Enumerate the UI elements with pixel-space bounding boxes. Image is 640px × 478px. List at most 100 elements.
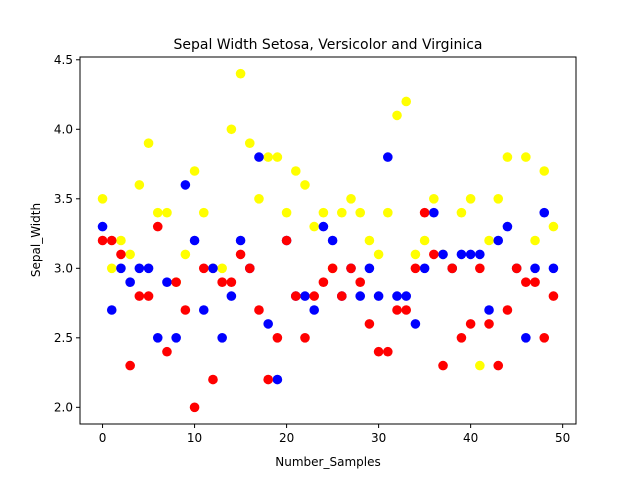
data-point-series-3-30 [373,346,384,357]
x-tick-label-5: 50 [555,431,570,445]
data-point-series-2-15 [235,235,246,246]
data-point-series-1-30 [373,249,384,260]
data-point-series-1-26 [337,207,347,218]
data-point-series-3-15 [235,249,246,260]
data-point-series-1-28 [355,207,366,218]
data-point-series-1-36 [429,194,439,204]
data-point-series-1-6 [152,207,163,218]
data-point-series-3-26 [337,291,347,301]
data-point-series-1-0 [97,194,108,204]
data-point-series-1-27 [346,194,356,204]
y-tick-label-3: 3.5 [54,192,73,206]
data-point-series-3-31 [383,346,393,357]
data-point-series-1-11 [198,207,209,218]
data-point-series-3-38 [447,263,458,274]
data-point-series-3-20 [281,235,292,246]
data-point-series-3-14 [226,277,237,288]
data-point-series-3-22 [300,333,310,343]
data-point-series-2-18 [263,319,273,329]
data-point-series-3-36 [429,249,439,260]
data-point-series-3-19 [272,333,283,343]
data-point-series-3-7 [162,346,172,357]
data-point-series-2-39 [456,249,467,260]
data-point-series-2-34 [410,319,421,329]
y-axis: 2.0 2.5 3.0 3.5 4.0 4.5 [54,53,80,414]
data-point-series-3-17 [254,305,264,315]
data-point-series-3-44 [502,305,513,315]
data-point-series-3-10 [189,402,200,413]
data-point-series-1-14 [226,124,237,135]
data-point-series-3-37 [438,360,448,371]
x-axis: 0 10 20 30 40 50 [99,424,570,445]
data-point-series-1-23 [309,221,320,232]
data-point-series-2-33 [401,291,412,301]
data-point-series-3-47 [530,277,540,288]
data-point-series-2-17 [254,152,264,162]
data-point-series-1-16 [244,138,255,148]
data-point-series-3-6 [152,221,163,232]
data-point-series-3-21 [290,291,301,301]
data-point-series-1-3 [125,249,135,260]
data-point-series-3-5 [143,291,154,301]
data-point-series-2-23 [309,305,320,315]
y-tick-label-4: 4.0 [54,122,73,136]
data-point-series-3-43 [493,360,504,371]
data-point-series-3-24 [318,277,329,288]
data-point-series-1-5 [143,138,154,148]
data-point-series-2-41 [475,249,485,260]
chart-title: Sepal Width Setosa, Versicolor and Virgi… [174,37,483,53]
data-point-series-2-0 [97,221,108,232]
data-point-series-3-23 [309,291,320,301]
y-tick-label-2: 3.0 [54,261,73,275]
data-point-series-2-8 [171,333,181,343]
data-point-series-2-10 [189,235,200,246]
data-point-series-2-37 [438,249,448,260]
data-point-series-1-18 [263,152,273,162]
data-point-series-2-42 [484,305,494,315]
data-point-series-1-9 [180,249,191,260]
data-point-series-2-11 [198,305,209,315]
data-point-series-3-34 [410,263,421,274]
data-point-series-2-2 [116,263,126,274]
data-point-series-2-47 [530,263,540,274]
data-point-series-3-28 [355,277,366,288]
data-point-series-3-42 [484,319,494,329]
data-point-series-3-32 [392,305,402,315]
x-tick-label-4: 40 [463,431,478,445]
data-point-series-3-35 [419,207,430,218]
data-point-series-1-41 [475,360,485,371]
data-point-series-3-49 [548,291,559,301]
data-point-series-2-25 [327,235,338,246]
data-point-series-1-31 [383,207,393,218]
data-point-series-2-7 [162,277,172,288]
data-point-series-1-44 [502,152,513,162]
y-tick-label-0: 2.0 [54,400,73,414]
data-points [97,68,559,413]
data-point-series-3-29 [364,319,375,329]
data-point-series-1-32 [392,110,402,121]
data-point-series-3-18 [263,374,273,385]
data-point-series-3-48 [539,333,550,343]
data-point-series-2-36 [429,207,439,218]
data-point-series-2-3 [125,277,135,288]
data-point-series-2-46 [521,333,531,343]
data-point-series-2-22 [300,291,310,301]
y-tick-label-5: 4.5 [54,53,73,67]
data-point-series-1-22 [300,180,310,190]
data-point-series-2-29 [364,263,375,274]
data-point-series-1-29 [364,235,375,246]
data-point-series-2-40 [465,249,476,260]
data-point-series-3-12 [208,374,218,385]
data-point-series-1-17 [254,194,264,204]
data-point-series-2-48 [539,207,550,218]
data-point-series-3-16 [244,263,255,274]
data-point-series-3-45 [511,263,522,274]
data-point-series-3-46 [521,277,531,288]
data-point-series-3-1 [106,235,117,246]
data-point-series-3-13 [217,277,227,288]
x-tick-label-1: 10 [187,431,202,445]
data-point-series-2-49 [548,263,559,274]
data-point-series-3-2 [116,249,126,260]
data-point-series-3-41 [475,263,485,274]
